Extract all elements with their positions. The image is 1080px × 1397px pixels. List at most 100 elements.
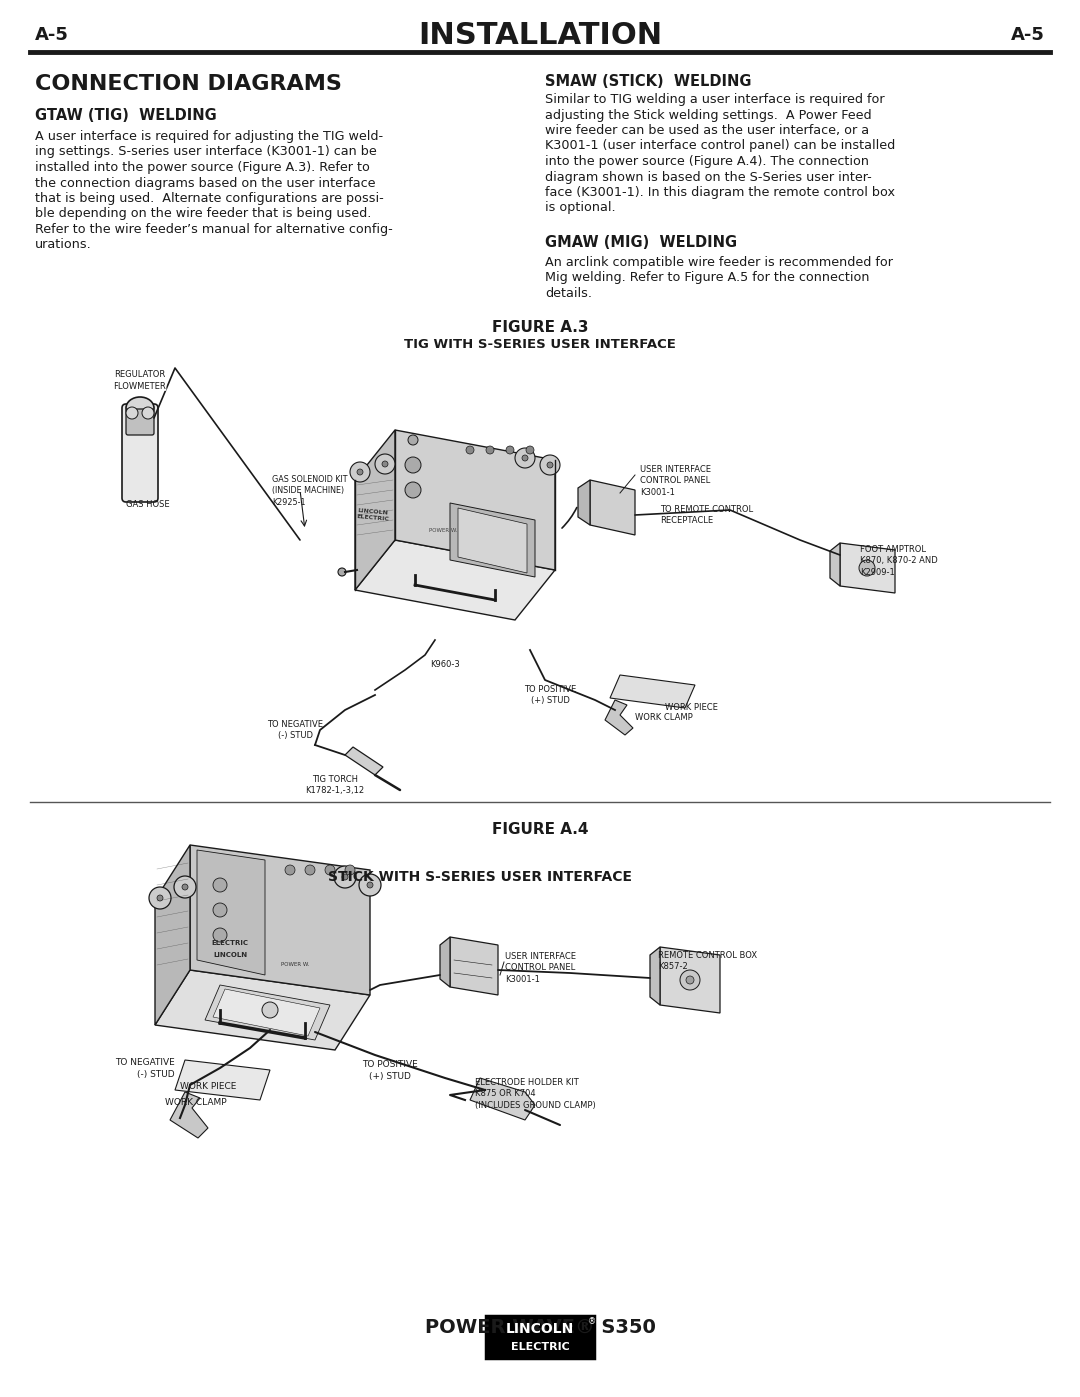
Circle shape <box>305 865 315 875</box>
Circle shape <box>334 866 356 888</box>
Text: K960-3: K960-3 <box>430 659 460 669</box>
Polygon shape <box>450 503 535 577</box>
Polygon shape <box>345 747 383 775</box>
Polygon shape <box>175 1060 270 1099</box>
Text: A-5: A-5 <box>35 27 69 43</box>
Text: installed into the power source (Figure A.3). Refer to: installed into the power source (Figure … <box>35 161 369 175</box>
Text: USER INTERFACE
CONTROL PANEL
K3001-1: USER INTERFACE CONTROL PANEL K3001-1 <box>640 465 711 497</box>
Circle shape <box>350 462 370 482</box>
Circle shape <box>183 884 188 890</box>
Polygon shape <box>355 430 395 590</box>
FancyBboxPatch shape <box>122 404 158 502</box>
Text: STICK WITH S-SERIES USER INTERFACE: STICK WITH S-SERIES USER INTERFACE <box>328 870 632 884</box>
Circle shape <box>342 875 348 880</box>
Text: TIG WITH S-SERIES USER INTERFACE: TIG WITH S-SERIES USER INTERFACE <box>404 338 676 351</box>
Circle shape <box>213 928 227 942</box>
Text: wire feeder can be used as the user interface, or a: wire feeder can be used as the user inte… <box>545 124 869 137</box>
Polygon shape <box>440 937 450 988</box>
Polygon shape <box>840 543 895 592</box>
Polygon shape <box>831 543 840 585</box>
Circle shape <box>405 457 421 474</box>
Circle shape <box>345 865 355 875</box>
Text: WORK PIECE: WORK PIECE <box>180 1083 237 1091</box>
Text: CONNECTION DIAGRAMS: CONNECTION DIAGRAMS <box>35 74 342 94</box>
Polygon shape <box>156 845 190 1025</box>
Text: ELECTRODE HOLDER KIT
K875 OR K704
(INCLUDES GROUND CLAMP): ELECTRODE HOLDER KIT K875 OR K704 (INCLU… <box>475 1078 596 1109</box>
Text: ®: ® <box>588 1317 596 1327</box>
Text: diagram shown is based on the S-Series user inter-: diagram shown is based on the S-Series u… <box>545 170 872 183</box>
Text: Similar to TIG welding a user interface is required for: Similar to TIG welding a user interface … <box>545 94 885 106</box>
Circle shape <box>507 446 514 454</box>
Polygon shape <box>395 430 555 570</box>
Circle shape <box>213 877 227 893</box>
Circle shape <box>149 887 171 909</box>
Text: GAS SOLENOID KIT
(INSIDE MACHINE)
K2925-1: GAS SOLENOID KIT (INSIDE MACHINE) K2925-… <box>272 475 348 507</box>
Polygon shape <box>578 481 590 525</box>
Text: TIG TORCH
K1782-1,-3,12: TIG TORCH K1782-1,-3,12 <box>306 775 365 795</box>
Text: ing settings. S-series user interface (K3001-1) can be: ing settings. S-series user interface (K… <box>35 145 377 158</box>
Polygon shape <box>156 970 370 1051</box>
Text: TO NEGATIVE
(-) STUD: TO NEGATIVE (-) STUD <box>116 1058 175 1078</box>
Polygon shape <box>650 947 660 1004</box>
Text: GAS HOSE: GAS HOSE <box>126 500 170 509</box>
Text: USER INTERFACE
CONTROL PANEL
K3001-1: USER INTERFACE CONTROL PANEL K3001-1 <box>505 951 576 983</box>
Text: face (K3001-1). In this diagram the remote control box: face (K3001-1). In this diagram the remo… <box>545 186 895 198</box>
Circle shape <box>686 977 694 983</box>
Ellipse shape <box>126 397 154 419</box>
Circle shape <box>213 902 227 916</box>
Text: WORK PIECE: WORK PIECE <box>665 703 718 712</box>
Text: FOOT AMPTROL
K870, K870-2 AND
K2909-1: FOOT AMPTROL K870, K870-2 AND K2909-1 <box>860 545 937 577</box>
Circle shape <box>338 569 346 576</box>
Text: Refer to the wire feeder’s manual for alternative config-: Refer to the wire feeder’s manual for al… <box>35 224 393 236</box>
Text: A-5: A-5 <box>1011 27 1045 43</box>
Circle shape <box>859 560 875 576</box>
Circle shape <box>367 882 373 888</box>
Text: ble depending on the wire feeder that is being used.: ble depending on the wire feeder that is… <box>35 208 372 221</box>
Circle shape <box>486 446 494 454</box>
Circle shape <box>680 970 700 990</box>
Circle shape <box>375 454 395 474</box>
Text: REMOTE CONTROL BOX
K857-2: REMOTE CONTROL BOX K857-2 <box>658 951 757 971</box>
Circle shape <box>157 895 163 901</box>
Polygon shape <box>213 989 320 1037</box>
Text: GTAW (TIG)  WELDING: GTAW (TIG) WELDING <box>35 108 217 123</box>
Circle shape <box>546 462 553 468</box>
Text: that is being used.  Alternate configurations are possi-: that is being used. Alternate configurat… <box>35 191 383 205</box>
Text: GMAW (MIG)  WELDING: GMAW (MIG) WELDING <box>545 235 738 250</box>
Circle shape <box>540 455 561 475</box>
Polygon shape <box>458 509 527 573</box>
Text: the connection diagrams based on the user interface: the connection diagrams based on the use… <box>35 176 376 190</box>
Circle shape <box>357 469 363 475</box>
Text: urations.: urations. <box>35 239 92 251</box>
Polygon shape <box>470 1078 535 1120</box>
Text: INSTALLATION: INSTALLATION <box>418 21 662 49</box>
Text: ELECTRIC: ELECTRIC <box>511 1343 569 1352</box>
Circle shape <box>515 448 535 468</box>
Polygon shape <box>355 541 555 620</box>
Polygon shape <box>190 845 370 995</box>
Polygon shape <box>610 675 696 708</box>
Text: SMAW (STICK)  WELDING: SMAW (STICK) WELDING <box>545 74 752 89</box>
Text: REGULATOR
FLOWMETER: REGULATOR FLOWMETER <box>113 370 166 391</box>
Text: An arclink compatible wire feeder is recommended for: An arclink compatible wire feeder is rec… <box>545 256 893 270</box>
Polygon shape <box>170 1092 208 1139</box>
Circle shape <box>405 482 421 497</box>
FancyBboxPatch shape <box>126 409 154 434</box>
Text: TO POSITIVE
(+) STUD: TO POSITIVE (+) STUD <box>524 685 576 705</box>
Circle shape <box>526 446 534 454</box>
Text: details.: details. <box>545 286 592 300</box>
Text: ELECTRIC: ELECTRIC <box>212 940 248 946</box>
Text: WORK CLAMP: WORK CLAMP <box>165 1098 227 1106</box>
Text: LINCOLN: LINCOLN <box>505 1323 575 1337</box>
Polygon shape <box>450 937 498 995</box>
Text: LINCOLN: LINCOLN <box>213 951 247 958</box>
Polygon shape <box>205 985 330 1039</box>
Text: K3001-1 (user interface control panel) can be installed: K3001-1 (user interface control panel) c… <box>545 140 895 152</box>
Polygon shape <box>197 849 265 975</box>
FancyBboxPatch shape <box>486 1316 594 1358</box>
Polygon shape <box>590 481 635 535</box>
Text: POWER WAVE® S350: POWER WAVE® S350 <box>424 1317 656 1337</box>
Text: POWER W.: POWER W. <box>429 528 457 532</box>
Text: Mig welding. Refer to Figure A.5 for the connection: Mig welding. Refer to Figure A.5 for the… <box>545 271 869 285</box>
Circle shape <box>522 455 528 461</box>
